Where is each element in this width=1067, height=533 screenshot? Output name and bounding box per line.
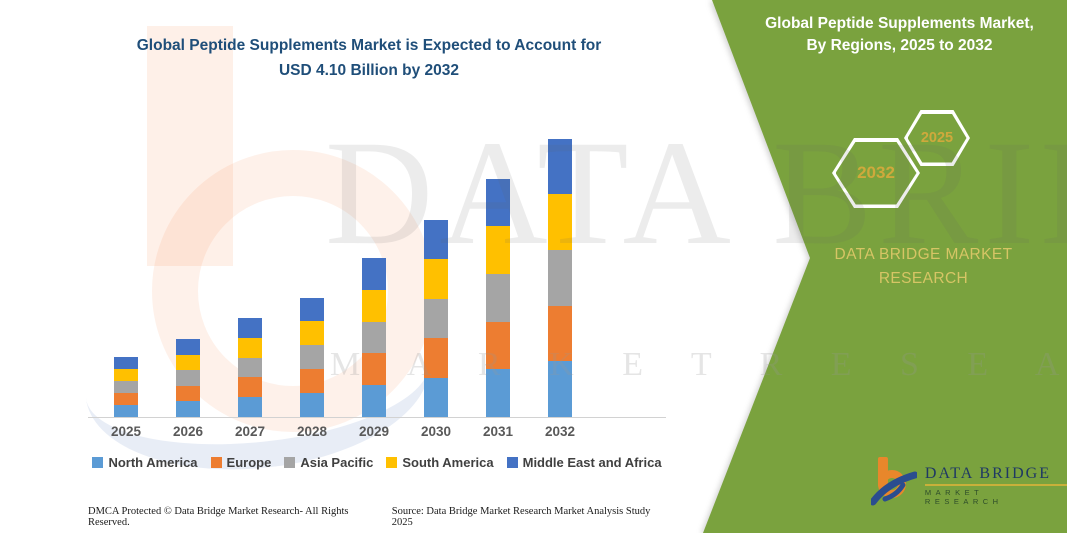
legend-label: Middle East and Africa bbox=[522, 455, 662, 470]
bar-segment-europe bbox=[176, 385, 200, 402]
bar-segment-middle-east-and-africa bbox=[300, 297, 324, 322]
dmca-notice: DMCA Protected © Data Bridge Market Rese… bbox=[88, 506, 349, 528]
bar-segment-north-america bbox=[300, 393, 324, 417]
bar-segment-europe bbox=[424, 338, 448, 378]
chart-title: Global Peptide Supplements Market is Exp… bbox=[88, 34, 650, 84]
panel-brand-line1: DATA BRIDGE MARKET bbox=[834, 246, 1013, 263]
x-axis-label-2030: 2030 bbox=[420, 424, 452, 439]
company-logo-name: DATA BRIDGE bbox=[924, 465, 1067, 486]
company-logo-icon bbox=[871, 457, 917, 506]
legend-item-middle-east-and-africa: Middle East and Africa bbox=[506, 455, 662, 470]
legend-item-north-america: North America bbox=[92, 455, 198, 470]
x-axis-label-2028: 2028 bbox=[296, 424, 328, 439]
bar-segment-south-america bbox=[424, 259, 448, 299]
bar-segment-europe bbox=[238, 377, 262, 398]
bar-segment-asia-pacific bbox=[548, 249, 572, 306]
bar-segment-south-america bbox=[548, 194, 572, 250]
bar-segment-middle-east-and-africa bbox=[238, 318, 262, 338]
bar-segment-middle-east-and-africa bbox=[548, 138, 572, 195]
stacked-bar-2027 bbox=[238, 318, 262, 417]
bar-segment-asia-pacific bbox=[238, 357, 262, 378]
bar-segment-asia-pacific bbox=[362, 321, 386, 354]
bar-segment-middle-east-and-africa bbox=[176, 339, 200, 355]
panel-heading-line1: Global Peptide Supplements Market, bbox=[765, 15, 1034, 32]
x-axis-label-2029: 2029 bbox=[358, 424, 390, 439]
legend-item-asia-pacific: Asia Pacific bbox=[284, 455, 373, 470]
legend-swatch-icon bbox=[210, 457, 222, 468]
bar-segment-south-america bbox=[362, 289, 386, 322]
bar-segment-europe bbox=[548, 305, 572, 362]
bar-segment-middle-east-and-africa bbox=[424, 219, 448, 259]
side-panel-wrap: Global Peptide Supplements Market, By Re… bbox=[688, 0, 1067, 533]
stacked-bar-2032 bbox=[548, 138, 572, 417]
stacked-bar-2028 bbox=[300, 297, 324, 417]
bar-segment-south-america bbox=[114, 368, 138, 381]
legend-swatch-icon bbox=[284, 457, 296, 468]
legend-label: Europe bbox=[226, 455, 272, 470]
legend-label: North America bbox=[108, 455, 198, 470]
bar-segment-north-america bbox=[486, 369, 510, 417]
bar-segment-europe bbox=[300, 369, 324, 394]
stacked-bar-2026 bbox=[176, 339, 200, 417]
bar-segment-middle-east-and-africa bbox=[486, 178, 510, 227]
chart-legend: North America Europe Asia Pacific South Ame… bbox=[88, 455, 666, 470]
bar-segment-europe bbox=[114, 392, 138, 405]
hexagon-2025: 2025 bbox=[904, 110, 970, 166]
hexagon-2032-label: 2032 bbox=[835, 141, 917, 205]
legend-label: Asia Pacific bbox=[300, 455, 374, 470]
stacked-bar-chart: 2025 2026 2027 2028 2029 2030 2031 2032 bbox=[88, 118, 666, 448]
stacked-bar-2029 bbox=[362, 258, 386, 417]
chart-title-line1: Global Peptide Supplements Market is Exp… bbox=[136, 37, 602, 54]
hexagon-2025-label: 2025 bbox=[907, 113, 967, 163]
bar-segment-asia-pacific bbox=[424, 298, 448, 338]
bar-segment-south-america bbox=[300, 321, 324, 346]
x-axis-label-2031: 2031 bbox=[482, 424, 514, 439]
panel-brand-text: DATA BRIDGE MARKET RESEARCH bbox=[788, 243, 1059, 291]
bar-segment-middle-east-and-africa bbox=[362, 258, 386, 290]
x-axis-label-2026: 2026 bbox=[172, 424, 204, 439]
company-logo: DATA BRIDGE MARKET RESEARCH bbox=[871, 455, 1067, 507]
legend-swatch-icon bbox=[506, 457, 518, 468]
legend-swatch-icon bbox=[92, 457, 104, 468]
hexagon-2032: 2032 bbox=[832, 138, 920, 208]
bar-segment-asia-pacific bbox=[114, 380, 138, 393]
legend-swatch-icon bbox=[386, 457, 398, 468]
x-axis-label-2032: 2032 bbox=[544, 424, 576, 439]
company-logo-text: DATA BRIDGE MARKET RESEARCH bbox=[924, 455, 1067, 506]
stacked-bar-2031 bbox=[486, 178, 510, 417]
legend-item-south-america: South America bbox=[386, 455, 494, 470]
company-logo-subtitle: MARKET RESEARCH bbox=[924, 488, 1003, 506]
bar-segment-north-america bbox=[424, 377, 448, 417]
bar-segment-middle-east-and-africa bbox=[114, 356, 138, 369]
bar-segment-south-america bbox=[238, 337, 262, 358]
bar-segment-asia-pacific bbox=[300, 345, 324, 370]
side-panel: Global Peptide Supplements Market, By Re… bbox=[703, 0, 1067, 533]
stacked-bar-2025 bbox=[114, 356, 138, 417]
bar-segment-asia-pacific bbox=[176, 370, 200, 386]
footer: DMCA Protected © Data Bridge Market Rese… bbox=[88, 506, 673, 528]
legend-label: South America bbox=[402, 455, 494, 470]
bar-segment-north-america bbox=[114, 404, 138, 417]
panel-brand-line2: RESEARCH bbox=[878, 270, 969, 288]
bar-segment-north-america bbox=[176, 401, 200, 417]
x-axis-label-2027: 2027 bbox=[234, 424, 266, 439]
panel-heading: Global Peptide Supplements Market, By Re… bbox=[746, 13, 1053, 58]
bar-segment-north-america bbox=[362, 385, 386, 417]
bar-segment-asia-pacific bbox=[486, 273, 510, 322]
source-note: Source: Data Bridge Market Research Mark… bbox=[391, 506, 651, 528]
bar-segment-north-america bbox=[548, 361, 572, 417]
bar-segment-south-america bbox=[176, 354, 200, 371]
stacked-bar-2030 bbox=[424, 219, 448, 417]
legend-item-europe: Europe bbox=[210, 455, 272, 470]
x-axis-label-2025: 2025 bbox=[110, 424, 142, 439]
bar-segment-north-america bbox=[238, 397, 262, 417]
bar-segment-europe bbox=[362, 353, 386, 386]
plot-area bbox=[88, 118, 666, 418]
bar-segment-europe bbox=[486, 321, 510, 370]
bar-segment-south-america bbox=[486, 226, 510, 274]
panel-heading-line2: By Regions, 2025 to 2032 bbox=[806, 37, 993, 55]
chart-title-line2: USD 4.10 Billion by 2032 bbox=[278, 61, 460, 79]
